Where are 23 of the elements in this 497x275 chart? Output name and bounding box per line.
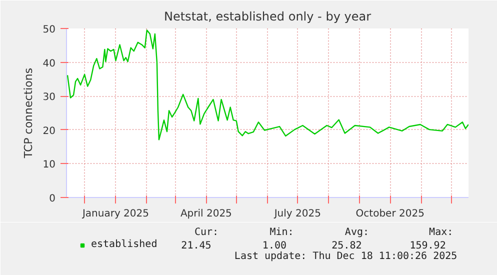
x-tick-label: July 2025 (273, 208, 321, 220)
text: 1.00 (262, 240, 287, 252)
legend-label: established (91, 239, 158, 250)
chart-title: Netstat, established only - by year (164, 10, 372, 24)
text: 159.92 (410, 240, 446, 252)
text: 21.45 (181, 240, 212, 252)
y-tick-label: 10 (42, 160, 56, 171)
text: Min: (270, 227, 294, 238)
y-tick-label: 30 (42, 92, 56, 104)
y-tick-label: 40 (42, 58, 56, 70)
text: Last update: Thu Dec 18 11:00:26 2025 (234, 251, 458, 262)
line-series (66, 30, 468, 140)
text: Max: (429, 227, 454, 238)
x-tick-label: April 2025 (180, 208, 232, 220)
x-tick-label: January 2025 (81, 208, 150, 220)
y-tick-label: 0 (49, 194, 56, 204)
y-axis-title: TCP connections (22, 68, 35, 160)
y-tick-label: 50 (42, 24, 56, 36)
text: Avg: (344, 227, 370, 238)
y-tick-label: 20 (42, 126, 56, 137)
text: Cur: (194, 227, 219, 238)
x-tick-label: October 2025 (356, 208, 424, 220)
text: 25.82 (332, 240, 362, 252)
